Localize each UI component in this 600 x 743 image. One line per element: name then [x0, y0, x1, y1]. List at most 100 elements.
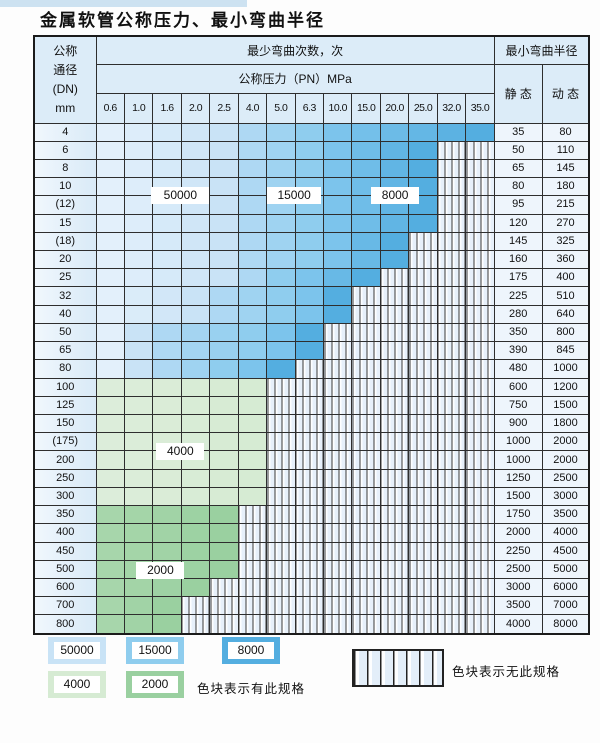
- pressure-cell: [294, 359, 325, 379]
- pressure-cell: [237, 231, 268, 252]
- pressure-cell: [266, 122, 296, 142]
- pressure-cell: [95, 359, 125, 379]
- dn-cell: 125: [33, 395, 97, 416]
- pressure-cell: [123, 596, 154, 616]
- pressure-cell: [237, 268, 268, 288]
- dn-cell: 15: [33, 213, 97, 233]
- pressure-cell: [436, 505, 467, 525]
- pressure-cell: [266, 468, 296, 488]
- dn-cell: (18): [33, 231, 97, 252]
- pressure-cell: [351, 395, 381, 416]
- pressure-cell: [152, 523, 182, 543]
- table-row: (18) 145 325: [33, 231, 590, 252]
- static-cell: 160: [493, 250, 543, 270]
- pressure-cell: [266, 395, 296, 416]
- dynamic-cell: 2500: [541, 468, 590, 488]
- pressure-cell: [436, 468, 467, 488]
- pressure-cell: [322, 158, 353, 179]
- pressure-cell: [294, 140, 325, 160]
- pressure-cell: [266, 614, 296, 635]
- pressure-cell: [123, 177, 154, 197]
- legend-swatch-label: 2000: [132, 676, 178, 693]
- pressure-cell: [95, 195, 125, 215]
- pressure-cell: [351, 231, 381, 252]
- dynamic-cell: 6000: [541, 577, 590, 598]
- table-row: 700 3500 7000: [33, 596, 590, 616]
- table-row: 65 390 845: [33, 341, 590, 361]
- table-row: 300 1500 3000: [33, 486, 590, 507]
- pressure-cell: [322, 231, 353, 252]
- pressure-cell: [209, 377, 239, 397]
- pressure-cell: [436, 541, 467, 561]
- pressure-cell: [209, 541, 239, 561]
- pressure-cell: [294, 559, 325, 579]
- pressure-cell: [152, 231, 182, 252]
- pressure-cell: [322, 541, 353, 561]
- table-row: 50 350 800: [33, 322, 590, 343]
- pressure-cell: [95, 122, 125, 142]
- pressure-cell: [237, 450, 268, 470]
- pressure-cell: [351, 304, 381, 324]
- pressure-cell: [294, 286, 325, 306]
- table-row: 200 1000 2000: [33, 450, 590, 470]
- pressure-cell: [123, 413, 154, 434]
- dn-cell: 350: [33, 505, 97, 525]
- pressure-cell: [237, 432, 268, 452]
- pressure-cell: [180, 359, 211, 379]
- pressure-cell: [152, 577, 182, 598]
- table-row: 150 900 1800: [33, 413, 590, 434]
- table-row: 250 1250 2500: [33, 468, 590, 488]
- pressure-cell: [436, 177, 467, 197]
- pressure-cell: [322, 377, 353, 397]
- pressure-cell: [123, 122, 154, 142]
- dn-cell: 6: [33, 140, 97, 160]
- header-pressure-value: 10.0: [322, 92, 353, 124]
- table-row: 15 120 270: [33, 213, 590, 233]
- pressure-cell: [123, 377, 154, 397]
- pressure-cell: [379, 559, 410, 579]
- pressure-cell: [152, 596, 182, 616]
- pressure-cell: [266, 486, 296, 507]
- static-cell: 2000: [493, 523, 543, 543]
- pressure-cell: [294, 341, 325, 361]
- pressure-cell: [123, 231, 154, 252]
- pressure-cell: [123, 268, 154, 288]
- pressure-cell: [294, 395, 325, 416]
- header-pressure-value: 32.0: [436, 92, 467, 124]
- pressure-cell: [180, 413, 211, 434]
- pressure-cell: [294, 523, 325, 543]
- table-row: 500 2500 5000: [33, 559, 590, 579]
- table-row: 40 280 640: [33, 304, 590, 324]
- static-cell: 35: [493, 122, 543, 142]
- pressure-cell: [322, 122, 353, 142]
- dn-cell: 600: [33, 577, 97, 598]
- header-dynamic: 动 态: [541, 63, 590, 124]
- legend-swatch-2000: 2000: [126, 671, 184, 698]
- pressure-cell: [95, 614, 125, 635]
- pressure-cell: [123, 286, 154, 306]
- pressure-cell: [95, 322, 125, 343]
- pressure-cell: [379, 432, 410, 452]
- pressure-cell: [237, 122, 268, 142]
- pressure-cell: [294, 268, 325, 288]
- pressure-cell: [436, 158, 467, 179]
- dn-cell: 32: [33, 286, 97, 306]
- pressure-cell: [379, 322, 410, 343]
- pressure-cell: [180, 596, 211, 616]
- pressure-cell: [123, 195, 154, 215]
- table-row: 20 160 360: [33, 250, 590, 270]
- pressure-cell: [379, 395, 410, 416]
- pressure-cell: [379, 359, 410, 379]
- pressure-cell: [294, 614, 325, 635]
- pressure-cell: [237, 304, 268, 324]
- table-row: 450 2250 4500: [33, 541, 590, 561]
- table-row: 600 3000 6000: [33, 577, 590, 598]
- pressure-cell: [436, 122, 467, 142]
- pressure-cell: [465, 505, 495, 525]
- pressure-cell: [123, 304, 154, 324]
- pressure-cell: [408, 523, 438, 543]
- pressure-cell: [294, 577, 325, 598]
- static-cell: 2250: [493, 541, 543, 561]
- pressure-cell: [180, 468, 211, 488]
- pressure-cell: [436, 377, 467, 397]
